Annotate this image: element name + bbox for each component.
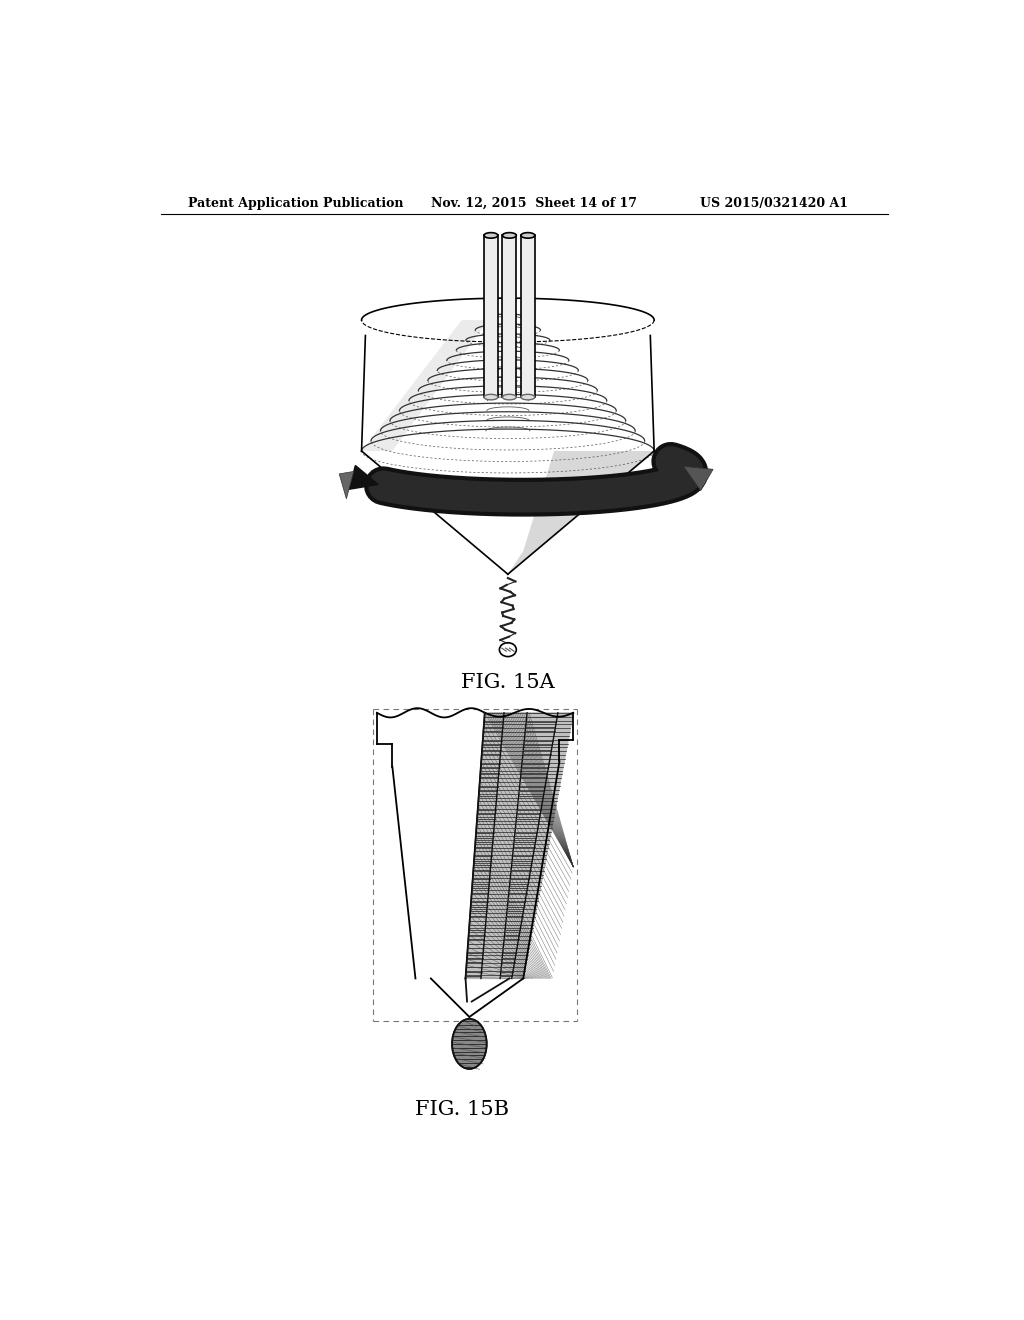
Text: FIG. 15B: FIG. 15B	[415, 1100, 509, 1119]
Ellipse shape	[503, 232, 516, 238]
Ellipse shape	[484, 232, 498, 238]
Text: FIG. 15A: FIG. 15A	[461, 672, 555, 692]
Polygon shape	[466, 713, 573, 978]
Ellipse shape	[484, 395, 498, 400]
Polygon shape	[377, 713, 484, 978]
Ellipse shape	[521, 395, 535, 400]
Ellipse shape	[503, 395, 516, 400]
Ellipse shape	[500, 643, 516, 656]
Polygon shape	[339, 471, 353, 499]
Polygon shape	[349, 466, 378, 490]
Text: US 2015/0321420 A1: US 2015/0321420 A1	[700, 197, 848, 210]
Text: Nov. 12, 2015  Sheet 14 of 17: Nov. 12, 2015 Sheet 14 of 17	[431, 197, 637, 210]
Polygon shape	[684, 466, 713, 491]
Polygon shape	[508, 451, 654, 574]
Ellipse shape	[521, 232, 535, 238]
Ellipse shape	[452, 1019, 486, 1069]
Polygon shape	[361, 321, 488, 451]
Bar	[484, 235, 498, 397]
Bar	[503, 235, 516, 397]
Bar	[521, 235, 535, 397]
Text: Patent Application Publication: Patent Application Publication	[188, 197, 403, 210]
